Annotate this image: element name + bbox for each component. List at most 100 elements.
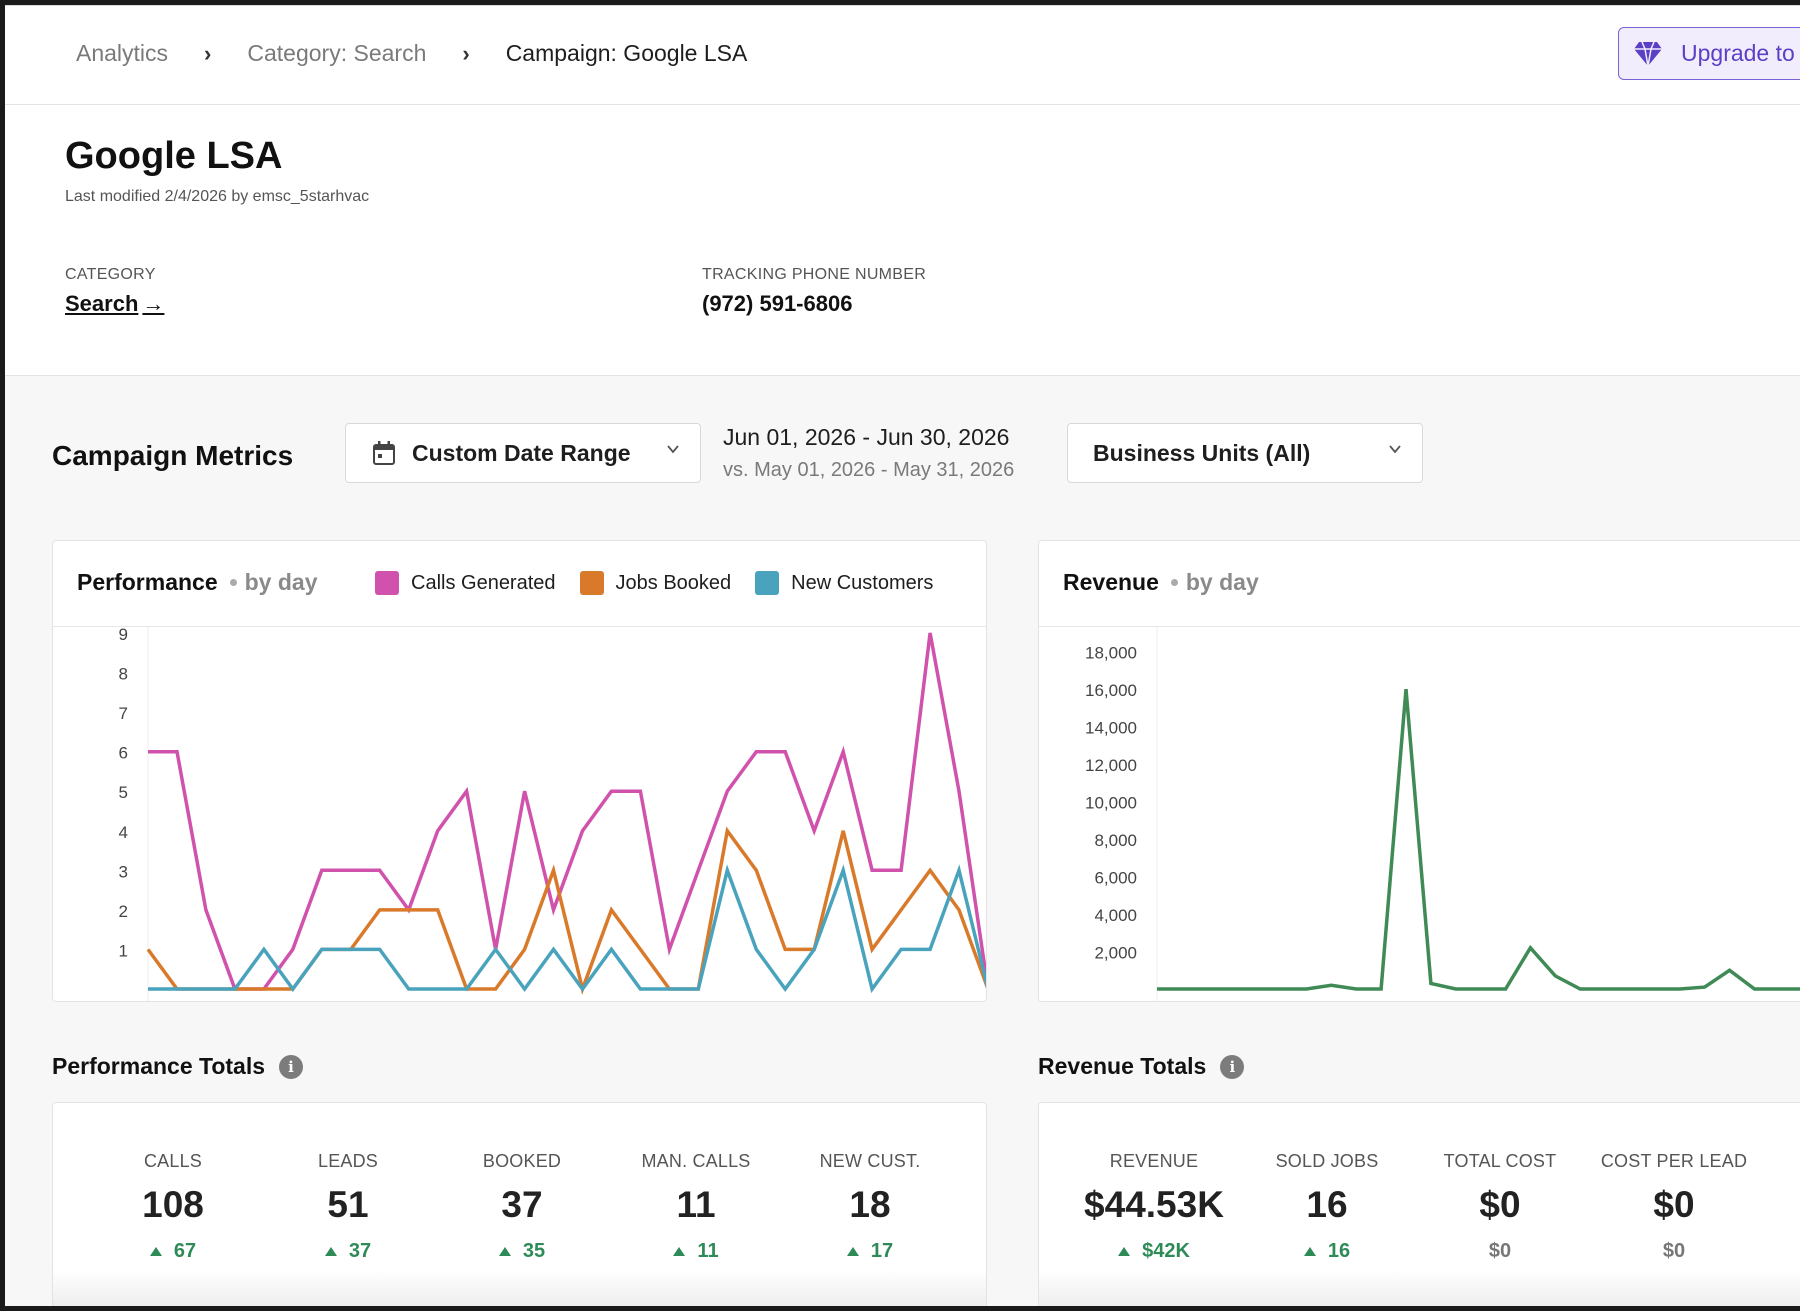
y-tick-label: 1 <box>119 941 128 960</box>
info-icon[interactable]: i <box>1220 1054 1245 1079</box>
performance-totals-title: Performance Totals i <box>52 1053 304 1080</box>
series-line-jobs-booked <box>146 826 986 996</box>
separator-dot <box>229 579 237 586</box>
stat-delta-value: $0 <box>1662 1240 1686 1262</box>
performance-totals-card: CALLS 108 67 LEADS 51 37 BOOKED 37 35 MA… <box>52 1102 987 1306</box>
revenue-chart: 2,000 4,000 6,000 8,000 10,000 12,000 14,000 16… <box>1085 627 1800 1001</box>
metrics-area: Campaign Metrics Custom Date Range Jun 0… <box>5 376 1800 1306</box>
stat-total-cost: TOTAL COST $0 $0 <box>1425 1151 1575 1263</box>
performance-chart-header: Performance by day Calls Generated Jobs … <box>53 541 986 627</box>
arrow-up-icon <box>149 1247 162 1256</box>
y-tick-label: 7 <box>119 704 128 723</box>
revenue-granularity: by day <box>1185 569 1259 595</box>
stat-value: 16 <box>1306 1184 1348 1225</box>
date-range-select[interactable]: Custom Date Range <box>345 423 701 483</box>
stat-label: REVENUE <box>1109 1151 1199 1171</box>
business-units-label: Business Units (All) <box>1093 439 1311 466</box>
upgrade-label: Upgrade to <box>1681 40 1795 66</box>
stat-label: TOTAL COST <box>1443 1151 1557 1171</box>
chevron-down-icon <box>667 445 679 454</box>
info-icon[interactable]: i <box>279 1054 304 1079</box>
revenue-totals-label: Revenue Totals <box>1038 1053 1207 1079</box>
legend-label: Jobs Booked <box>615 571 732 594</box>
performance-title-text: Performance <box>77 569 218 595</box>
legend-label: Calls Generated <box>411 571 556 594</box>
series-line-calls-generated <box>148 632 986 991</box>
arrow-right-icon: → <box>142 291 165 316</box>
stat-label: SOLD JOBS <box>1275 1151 1379 1171</box>
stat-calls: CALLS 108 67 <box>98 1151 248 1263</box>
last-modified: Last modified 2/4/2026 by emsc_5starhvac <box>65 188 370 205</box>
legend-new-customers[interactable]: New Customers <box>755 571 933 595</box>
y-tick-label: 10,000 <box>1085 794 1137 813</box>
arrow-up-icon <box>1118 1247 1131 1256</box>
phone-value: (972) 591-6806 <box>702 291 853 316</box>
stat-label: BOOKED <box>482 1151 562 1171</box>
stat-delta-value: 11 <box>697 1240 719 1262</box>
breadcrumb-separator: › <box>462 40 470 66</box>
performance-chart: 1 2 3 4 5 6 7 8 9 <box>119 627 986 1001</box>
y-tick-label: 14,000 <box>1085 719 1137 738</box>
performance-legend: Calls Generated Jobs Booked New Customer… <box>375 571 957 595</box>
campaign-metrics-title: Campaign Metrics <box>52 440 294 471</box>
stat-value: $0 <box>1479 1184 1521 1225</box>
stat-value: 51 <box>327 1184 369 1225</box>
stat-label: CALLS <box>143 1151 203 1171</box>
y-tick-label: 9 <box>119 627 128 644</box>
stat-value: 108 <box>142 1184 204 1225</box>
topbar: Analytics › Category: Search › Campaign:… <box>5 6 1800 105</box>
breadcrumb-campaign: Campaign: Google LSA <box>505 40 748 66</box>
stat-delta: $0 <box>1599 1240 1749 1263</box>
legend-calls-generated[interactable]: Calls Generated <box>375 571 556 595</box>
y-tick-label: 4,000 <box>1094 906 1137 925</box>
stat-delta: 16 <box>1252 1240 1402 1263</box>
arrow-up-icon <box>498 1247 511 1256</box>
stat-delta: 37 <box>273 1240 423 1263</box>
stat-sold-jobs: SOLD JOBS 16 16 <box>1252 1151 1402 1263</box>
y-tick-label: 3 <box>119 862 128 881</box>
y-tick-label: 16,000 <box>1085 681 1137 700</box>
arrow-up-icon <box>1303 1247 1316 1256</box>
series-line-new-customers <box>148 864 986 994</box>
revenue-title-text: Revenue <box>1063 569 1159 595</box>
y-tick-label: 6 <box>119 744 128 763</box>
stat-value: $44.53K <box>1084 1184 1224 1225</box>
upgrade-button[interactable]: Upgrade to <box>1618 27 1800 80</box>
stat-delta: $42K <box>1079 1240 1229 1263</box>
stat-delta-value: 37 <box>348 1240 372 1262</box>
calendar-icon <box>373 441 395 465</box>
y-tick-label: 5 <box>119 783 128 802</box>
y-tick-label: 18,000 <box>1085 644 1137 663</box>
category-value: Search <box>65 291 139 316</box>
date-range-text: Jun 01, 2026 - Jun 30, 2026 <box>723 424 1010 450</box>
y-tick-label: 6,000 <box>1094 869 1137 888</box>
chevron-down-icon <box>1389 445 1401 454</box>
legend-swatch <box>375 571 399 595</box>
stat-value: 18 <box>849 1184 891 1225</box>
breadcrumb-category[interactable]: Category: Search <box>247 40 427 66</box>
stat-delta: 11 <box>621 1240 771 1263</box>
app-frame: Analytics › Category: Search › Campaign:… <box>5 5 1800 1306</box>
category-link[interactable]: Search → <box>65 291 164 317</box>
business-units-select[interactable]: Business Units (All) <box>1067 423 1423 483</box>
legend-swatch <box>579 571 604 595</box>
stat-delta-value: 16 <box>1327 1240 1351 1262</box>
stat-delta: $0 <box>1425 1240 1575 1263</box>
legend-jobs-booked[interactable]: Jobs Booked <box>579 571 732 595</box>
stat-new-cust: NEW CUST. 18 17 <box>795 1151 945 1263</box>
breadcrumb: Analytics › Category: Search › Campaign:… <box>76 40 747 67</box>
stat-delta: 67 <box>98 1240 248 1263</box>
stat-value: 37 <box>501 1184 543 1225</box>
arrow-up-icon <box>673 1247 686 1256</box>
revenue-chart-title: Revenue by day <box>1063 569 1259 596</box>
campaign-header: Google LSA Last modified 2/4/2026 by ems… <box>5 105 1800 376</box>
arrow-up-icon <box>324 1247 337 1256</box>
legend-swatch <box>755 571 780 595</box>
performance-granularity: by day <box>244 569 318 595</box>
breadcrumb-analytics[interactable]: Analytics <box>76 40 169 66</box>
stat-delta: 35 <box>447 1240 597 1263</box>
stat-cost-per-lead: COST PER LEAD $0 $0 <box>1599 1151 1749 1263</box>
y-tick-label: 8,000 <box>1094 831 1137 850</box>
revenue-chart-card: Revenue by day 2,000 4,000 6,000 8,000 10,00… <box>1038 540 1800 1002</box>
stat-delta-value: $42K <box>1142 1240 1190 1262</box>
